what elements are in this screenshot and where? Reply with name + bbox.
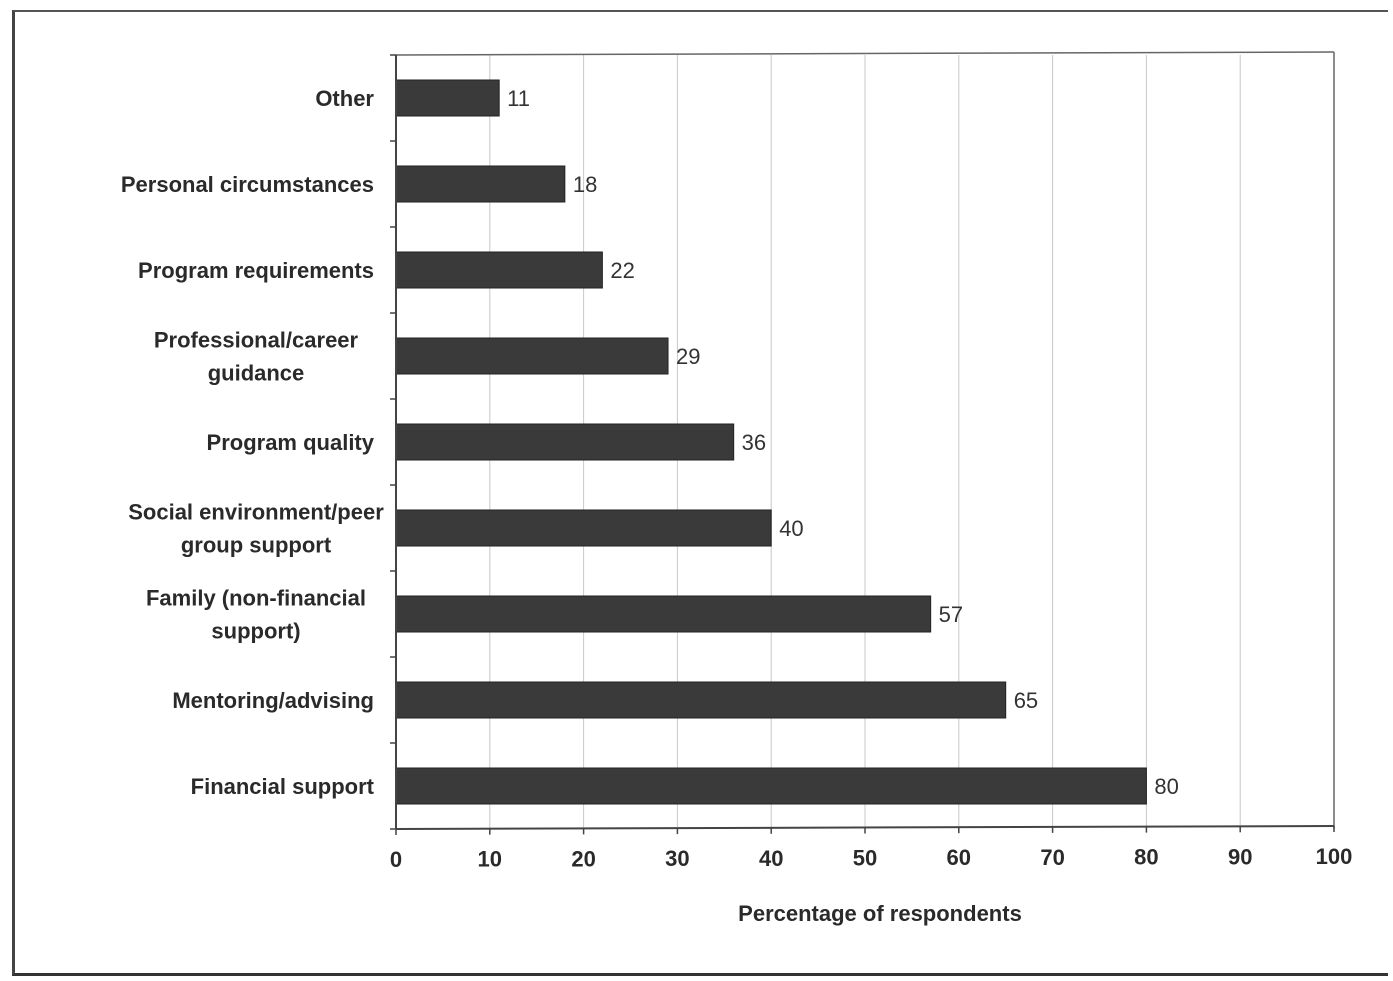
x-tick-label: 0	[390, 847, 402, 872]
data-label: 36	[742, 430, 766, 455]
category-label-line: group support	[181, 533, 332, 558]
category-label-line: guidance	[208, 361, 305, 386]
bar	[395, 595, 932, 633]
x-tick-label: 40	[759, 846, 783, 871]
category-label: Social environment/peer group support	[128, 500, 384, 558]
bars	[395, 79, 1147, 805]
data-label: 29	[676, 344, 700, 369]
category-label-line: Professional/career	[154, 328, 359, 353]
data-label: 80	[1154, 774, 1178, 799]
data-label: 11	[507, 86, 530, 111]
x-tick-label: 30	[665, 846, 689, 871]
bar	[395, 251, 603, 289]
x-tick-label: 60	[947, 845, 971, 870]
x-tick-label: 100	[1316, 844, 1353, 869]
x-axis-title: Percentage of respondents	[738, 901, 1022, 926]
data-label: 22	[610, 258, 634, 283]
bar	[395, 79, 500, 117]
category-label: Program requirements	[138, 258, 374, 283]
bar	[395, 509, 772, 547]
bar	[395, 767, 1147, 805]
x-tick-label: 80	[1134, 845, 1158, 870]
bar	[395, 337, 669, 375]
category-label: Program quality	[207, 430, 375, 455]
plot-top-border	[395, 51, 1335, 56]
labels: 0 10 20 30 40 50 60 70 80 90 100 11 Other 18 Personal …	[121, 86, 1353, 872]
axes	[390, 51, 1335, 835]
category-label: Mentoring/advising	[172, 688, 374, 713]
bar	[395, 681, 1007, 719]
x-tick-label: 20	[571, 846, 595, 871]
data-label: 57	[939, 602, 963, 627]
x-tick-label: 10	[478, 847, 502, 872]
category-label-line: Social environment/peer	[128, 500, 384, 525]
category-label: Other	[315, 86, 374, 111]
x-tick-label: 50	[853, 846, 877, 871]
bar	[395, 165, 566, 203]
figure-frame	[12, 10, 1388, 976]
x-tick-label: 90	[1228, 844, 1252, 869]
data-label: 65	[1014, 688, 1038, 713]
category-label: Financial support	[191, 774, 375, 799]
category-label-line: support)	[211, 619, 300, 644]
category-label: Family (non-financial support)	[146, 586, 366, 644]
category-label-line: Family (non-financial	[146, 586, 366, 611]
category-label: Personal circumstances	[121, 172, 374, 197]
data-label: 18	[573, 172, 597, 197]
data-label: 40	[779, 516, 803, 541]
bar	[395, 423, 735, 461]
x-tick-label: 70	[1040, 845, 1064, 870]
category-label: Professional/career guidance	[154, 328, 359, 386]
